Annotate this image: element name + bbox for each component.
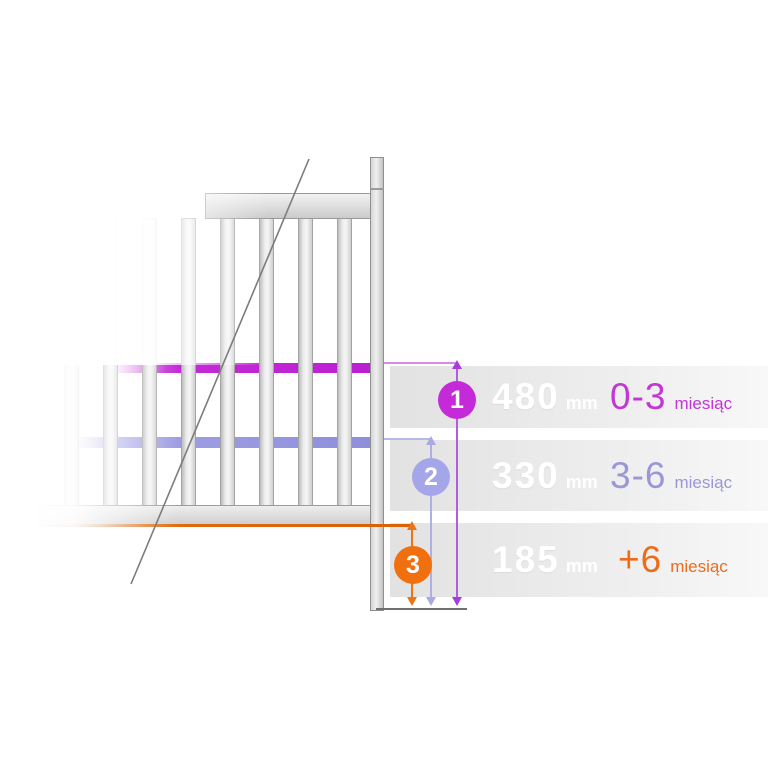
- level-3-arrow-up-icon: [407, 521, 417, 530]
- level-3-age: +6 miesiąc: [618, 539, 728, 581]
- level-2-arrow-line: [430, 443, 432, 603]
- level-2-unit: mm: [565, 471, 598, 492]
- level-3-arrow-down-icon: [407, 597, 417, 606]
- level-1-connector-line: [384, 362, 457, 364]
- level-3-measurement: 185 mm: [492, 539, 598, 581]
- level-3-unit: mm: [565, 556, 598, 576]
- level-1-arrow-up-icon: [452, 360, 462, 369]
- level-2-measurement: 330 mm: [492, 455, 598, 497]
- level-1-arrow-down-icon: [452, 597, 462, 606]
- level-2-arrow-up-icon: [426, 436, 436, 445]
- level-1-age: 0-3 miesiąc: [610, 376, 732, 418]
- level-2-age-range: 3-6: [610, 454, 667, 496]
- level-1-value: 480: [492, 376, 560, 417]
- level-1-badge: 1: [438, 381, 476, 419]
- level-3-value: 185: [492, 539, 560, 580]
- crib-post-joint-line: [370, 188, 384, 190]
- level-1-age-range: 0-3: [610, 376, 667, 417]
- level-row-3: 185 mm +6 miesiąc: [390, 523, 768, 597]
- level-1-measurement: 480 mm: [492, 376, 598, 418]
- level-3-age-range: +6: [618, 539, 663, 580]
- level-1-arrow-line: [456, 367, 458, 603]
- level-2-badge: 2: [412, 458, 450, 496]
- level-1-unit: mm: [565, 393, 598, 413]
- level-2-age: 3-6 miesiąc: [610, 455, 732, 497]
- level-2-connector-line: [384, 438, 431, 440]
- floor-baseline: [376, 608, 467, 610]
- level-row-2: 330 mm 3-6 miesiąc: [390, 440, 768, 511]
- level-2-age-label: miesiąc: [674, 472, 733, 492]
- level-3-badge: 3: [394, 546, 432, 584]
- level-2-arrow-down-icon: [426, 597, 436, 606]
- level-1-age-label: miesiąc: [674, 394, 733, 413]
- level-2-value: 330: [492, 454, 560, 496]
- level-3-age-label: miesiąc: [670, 557, 728, 576]
